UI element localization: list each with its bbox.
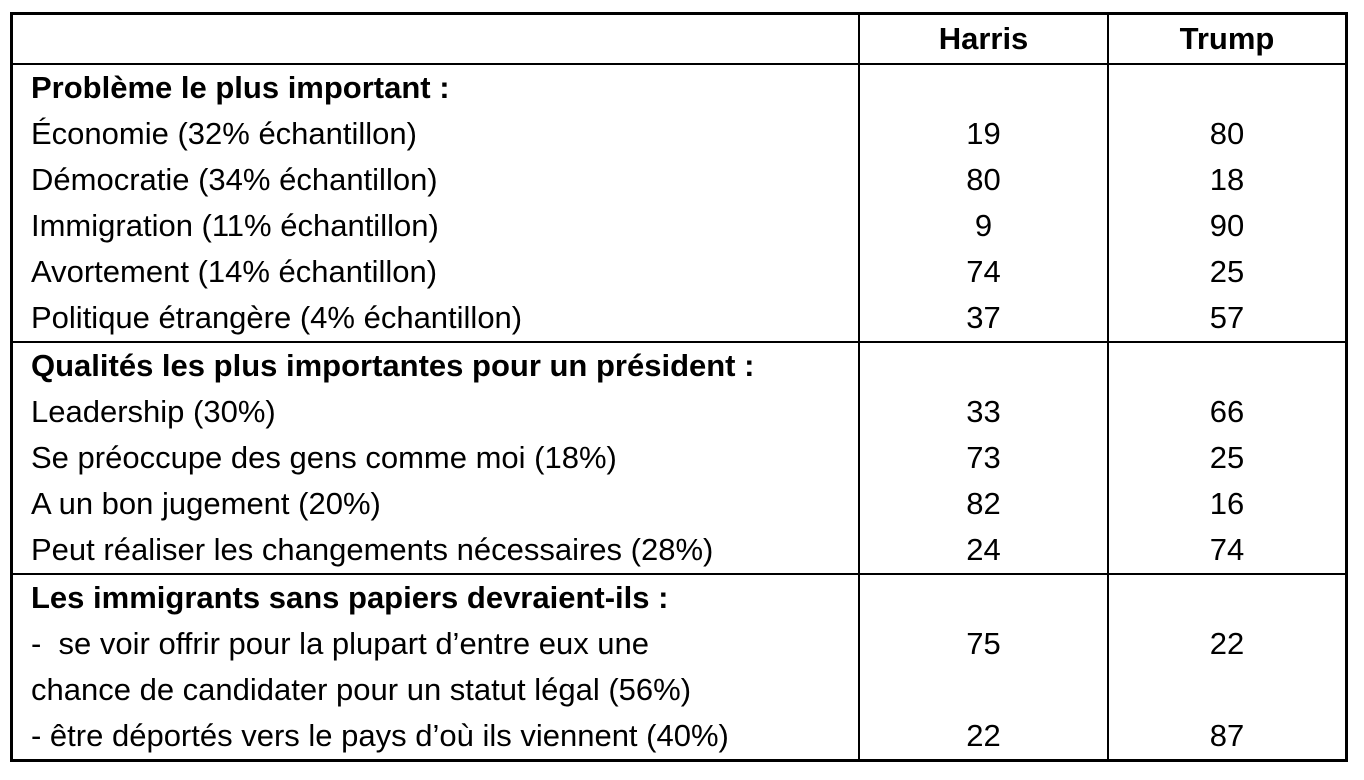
row-label: Leadership (30%) xyxy=(31,394,276,429)
harris-value: 73 xyxy=(858,435,1107,481)
trump-empty-cell xyxy=(1107,575,1345,621)
harris-value: 82 xyxy=(858,481,1107,527)
header-harris: Harris xyxy=(858,15,1107,63)
harris-value: 33 xyxy=(858,389,1107,435)
harris-empty-cell xyxy=(858,575,1107,621)
trump-value: 25 xyxy=(1107,435,1345,481)
section-title: Problème le plus important : xyxy=(31,70,450,105)
harris-empty-cell xyxy=(858,65,1107,111)
row-label: Politique étrangère (4% échantillon) xyxy=(31,300,523,335)
trump-value: 16 xyxy=(1107,481,1345,527)
trump-value: 66 xyxy=(1107,389,1345,435)
section-title: Qualités les plus importantes pour un pr… xyxy=(31,348,755,383)
row-label: A un bon jugement (20%) xyxy=(31,486,381,521)
row-label: chance de candidater pour un statut léga… xyxy=(31,672,692,707)
row-label: Avortement (14% échantillon) xyxy=(31,254,438,289)
table-section: Les immigrants sans papiers devraient-il… xyxy=(13,573,1345,759)
trump-value: 18 xyxy=(1107,157,1345,203)
table-header-row: Harris Trump xyxy=(13,15,1345,63)
trump-empty-cell xyxy=(1107,667,1345,713)
harris-value: 19 xyxy=(858,111,1107,157)
row-label: - être déportés vers le pays d’où ils vi… xyxy=(31,718,729,753)
trump-value: 57 xyxy=(1107,295,1345,341)
harris-value: 74 xyxy=(858,249,1107,295)
table-section: Qualités les plus importantes pour un pr… xyxy=(13,341,1345,573)
row-label: Économie (32% échantillon) xyxy=(31,116,417,151)
row-label: Démocratie (34% échantillon) xyxy=(31,162,438,197)
trump-value: 90 xyxy=(1107,203,1345,249)
trump-value: 87 xyxy=(1107,713,1345,759)
harris-value: 9 xyxy=(858,203,1107,249)
table-body: Problème le plus important : Économie (32… xyxy=(13,63,1345,759)
trump-value: 80 xyxy=(1107,111,1345,157)
harris-empty-cell xyxy=(858,667,1107,713)
row-label: Peut réaliser les changements nécessaire… xyxy=(31,532,714,567)
table-section: Problème le plus important : Économie (32… xyxy=(13,63,1345,341)
poll-results-table: Harris Trump Problème le plus important … xyxy=(10,12,1348,762)
row-label: Immigration (11% échantillon) xyxy=(31,208,439,243)
header-trump: Trump xyxy=(1107,15,1345,63)
trump-empty-cell xyxy=(1107,343,1345,389)
section-grid: Problème le plus important : Économie (32… xyxy=(13,65,1345,341)
trump-value: 22 xyxy=(1107,621,1345,667)
section-grid: Les immigrants sans papiers devraient-il… xyxy=(13,575,1345,759)
section-grid: Qualités les plus importantes pour un pr… xyxy=(13,343,1345,573)
row-label: Se préoccupe des gens comme moi (18%) xyxy=(31,440,617,475)
harris-empty-cell xyxy=(858,343,1107,389)
trump-value: 74 xyxy=(1107,527,1345,573)
harris-value: 80 xyxy=(858,157,1107,203)
row-label: - se voir offrir pour la plupart d’entre… xyxy=(31,626,650,661)
harris-value: 37 xyxy=(858,295,1107,341)
trump-empty-cell xyxy=(1107,65,1345,111)
trump-value: 25 xyxy=(1107,249,1345,295)
section-title: Les immigrants sans papiers devraient-il… xyxy=(31,580,669,615)
harris-value: 75 xyxy=(858,621,1107,667)
harris-value: 22 xyxy=(858,713,1107,759)
header-empty-cell xyxy=(13,15,858,63)
harris-value: 24 xyxy=(858,527,1107,573)
